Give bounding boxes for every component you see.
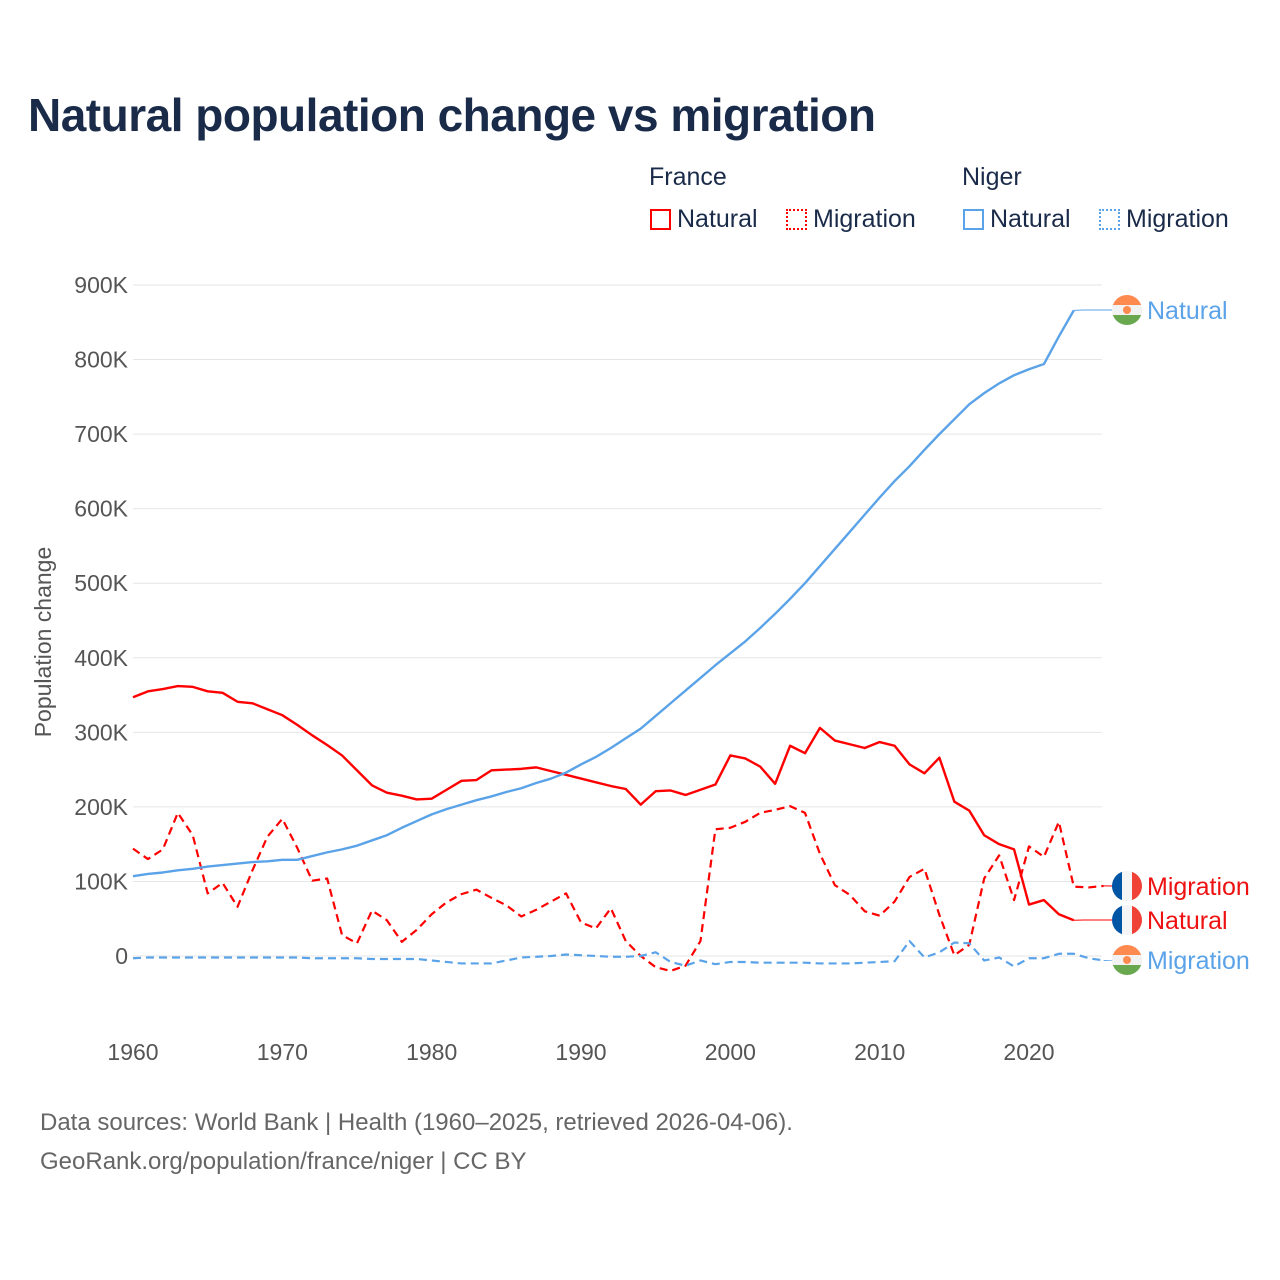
series-line-france-natural: [132, 684, 1075, 922]
series-line-niger-natural: [132, 309, 1075, 878]
y-axis-label: Population change: [30, 547, 56, 738]
y-tick-label: 500K: [74, 570, 128, 596]
legend-france-migration[interactable]: Migration: [786, 205, 916, 234]
end-label: Migration: [1147, 947, 1250, 975]
legend-swatch-solid-icon: [963, 209, 984, 230]
x-tick-label: 1960: [107, 1039, 158, 1065]
x-tick-label: 1980: [406, 1039, 457, 1065]
legend-group-france: France: [649, 163, 727, 191]
x-tick-label: 1990: [555, 1039, 606, 1065]
legend-france-natural[interactable]: Natural: [650, 205, 758, 234]
source-note: Data sources: World Bank | Health (1960–…: [40, 1109, 793, 1136]
series-line-france-migration: [132, 805, 1104, 973]
niger-flag-icon: [1112, 295, 1142, 325]
y-tick-label: 800K: [74, 347, 128, 373]
y-tick-label: 600K: [74, 496, 128, 522]
y-tick-label: 900K: [74, 272, 128, 298]
legend-niger-natural[interactable]: Natural: [963, 205, 1071, 234]
france-flag-icon: [1112, 905, 1142, 935]
source-link[interactable]: GeoRank.org/population/france/niger | CC…: [40, 1148, 527, 1175]
x-tick-label: 1970: [257, 1039, 308, 1065]
legend-label: Natural: [990, 205, 1071, 233]
y-tick-label: 100K: [74, 868, 128, 894]
end-label: Migration: [1147, 873, 1250, 901]
legend-swatch-solid-icon: [650, 209, 671, 230]
legend-label: Migration: [813, 205, 916, 233]
france-flag-icon: [1112, 871, 1142, 901]
end-label: Natural: [1147, 297, 1228, 325]
chart-title: Natural population change vs migration: [28, 89, 876, 141]
legend-swatch-dotted-icon: [786, 209, 807, 230]
x-tick-label: 2000: [705, 1039, 756, 1065]
legend-group-niger: Niger: [962, 163, 1022, 191]
legend-label: Natural: [677, 205, 758, 233]
y-tick-label: 0: [115, 943, 128, 969]
legend-niger-migration[interactable]: Migration: [1099, 205, 1229, 234]
y-tick-label: 400K: [74, 645, 128, 671]
series-line-niger-migration: [132, 939, 1104, 968]
y-tick-label: 300K: [74, 719, 128, 745]
end-label: Natural: [1147, 907, 1228, 935]
legend-label: Migration: [1126, 205, 1229, 233]
x-tick-label: 2010: [854, 1039, 905, 1065]
y-tick-label: 700K: [74, 421, 128, 447]
x-tick-label: 2020: [1003, 1039, 1054, 1065]
legend-swatch-dotted-icon: [1099, 209, 1120, 230]
niger-flag-icon: [1112, 945, 1142, 975]
y-tick-label: 200K: [74, 794, 128, 820]
